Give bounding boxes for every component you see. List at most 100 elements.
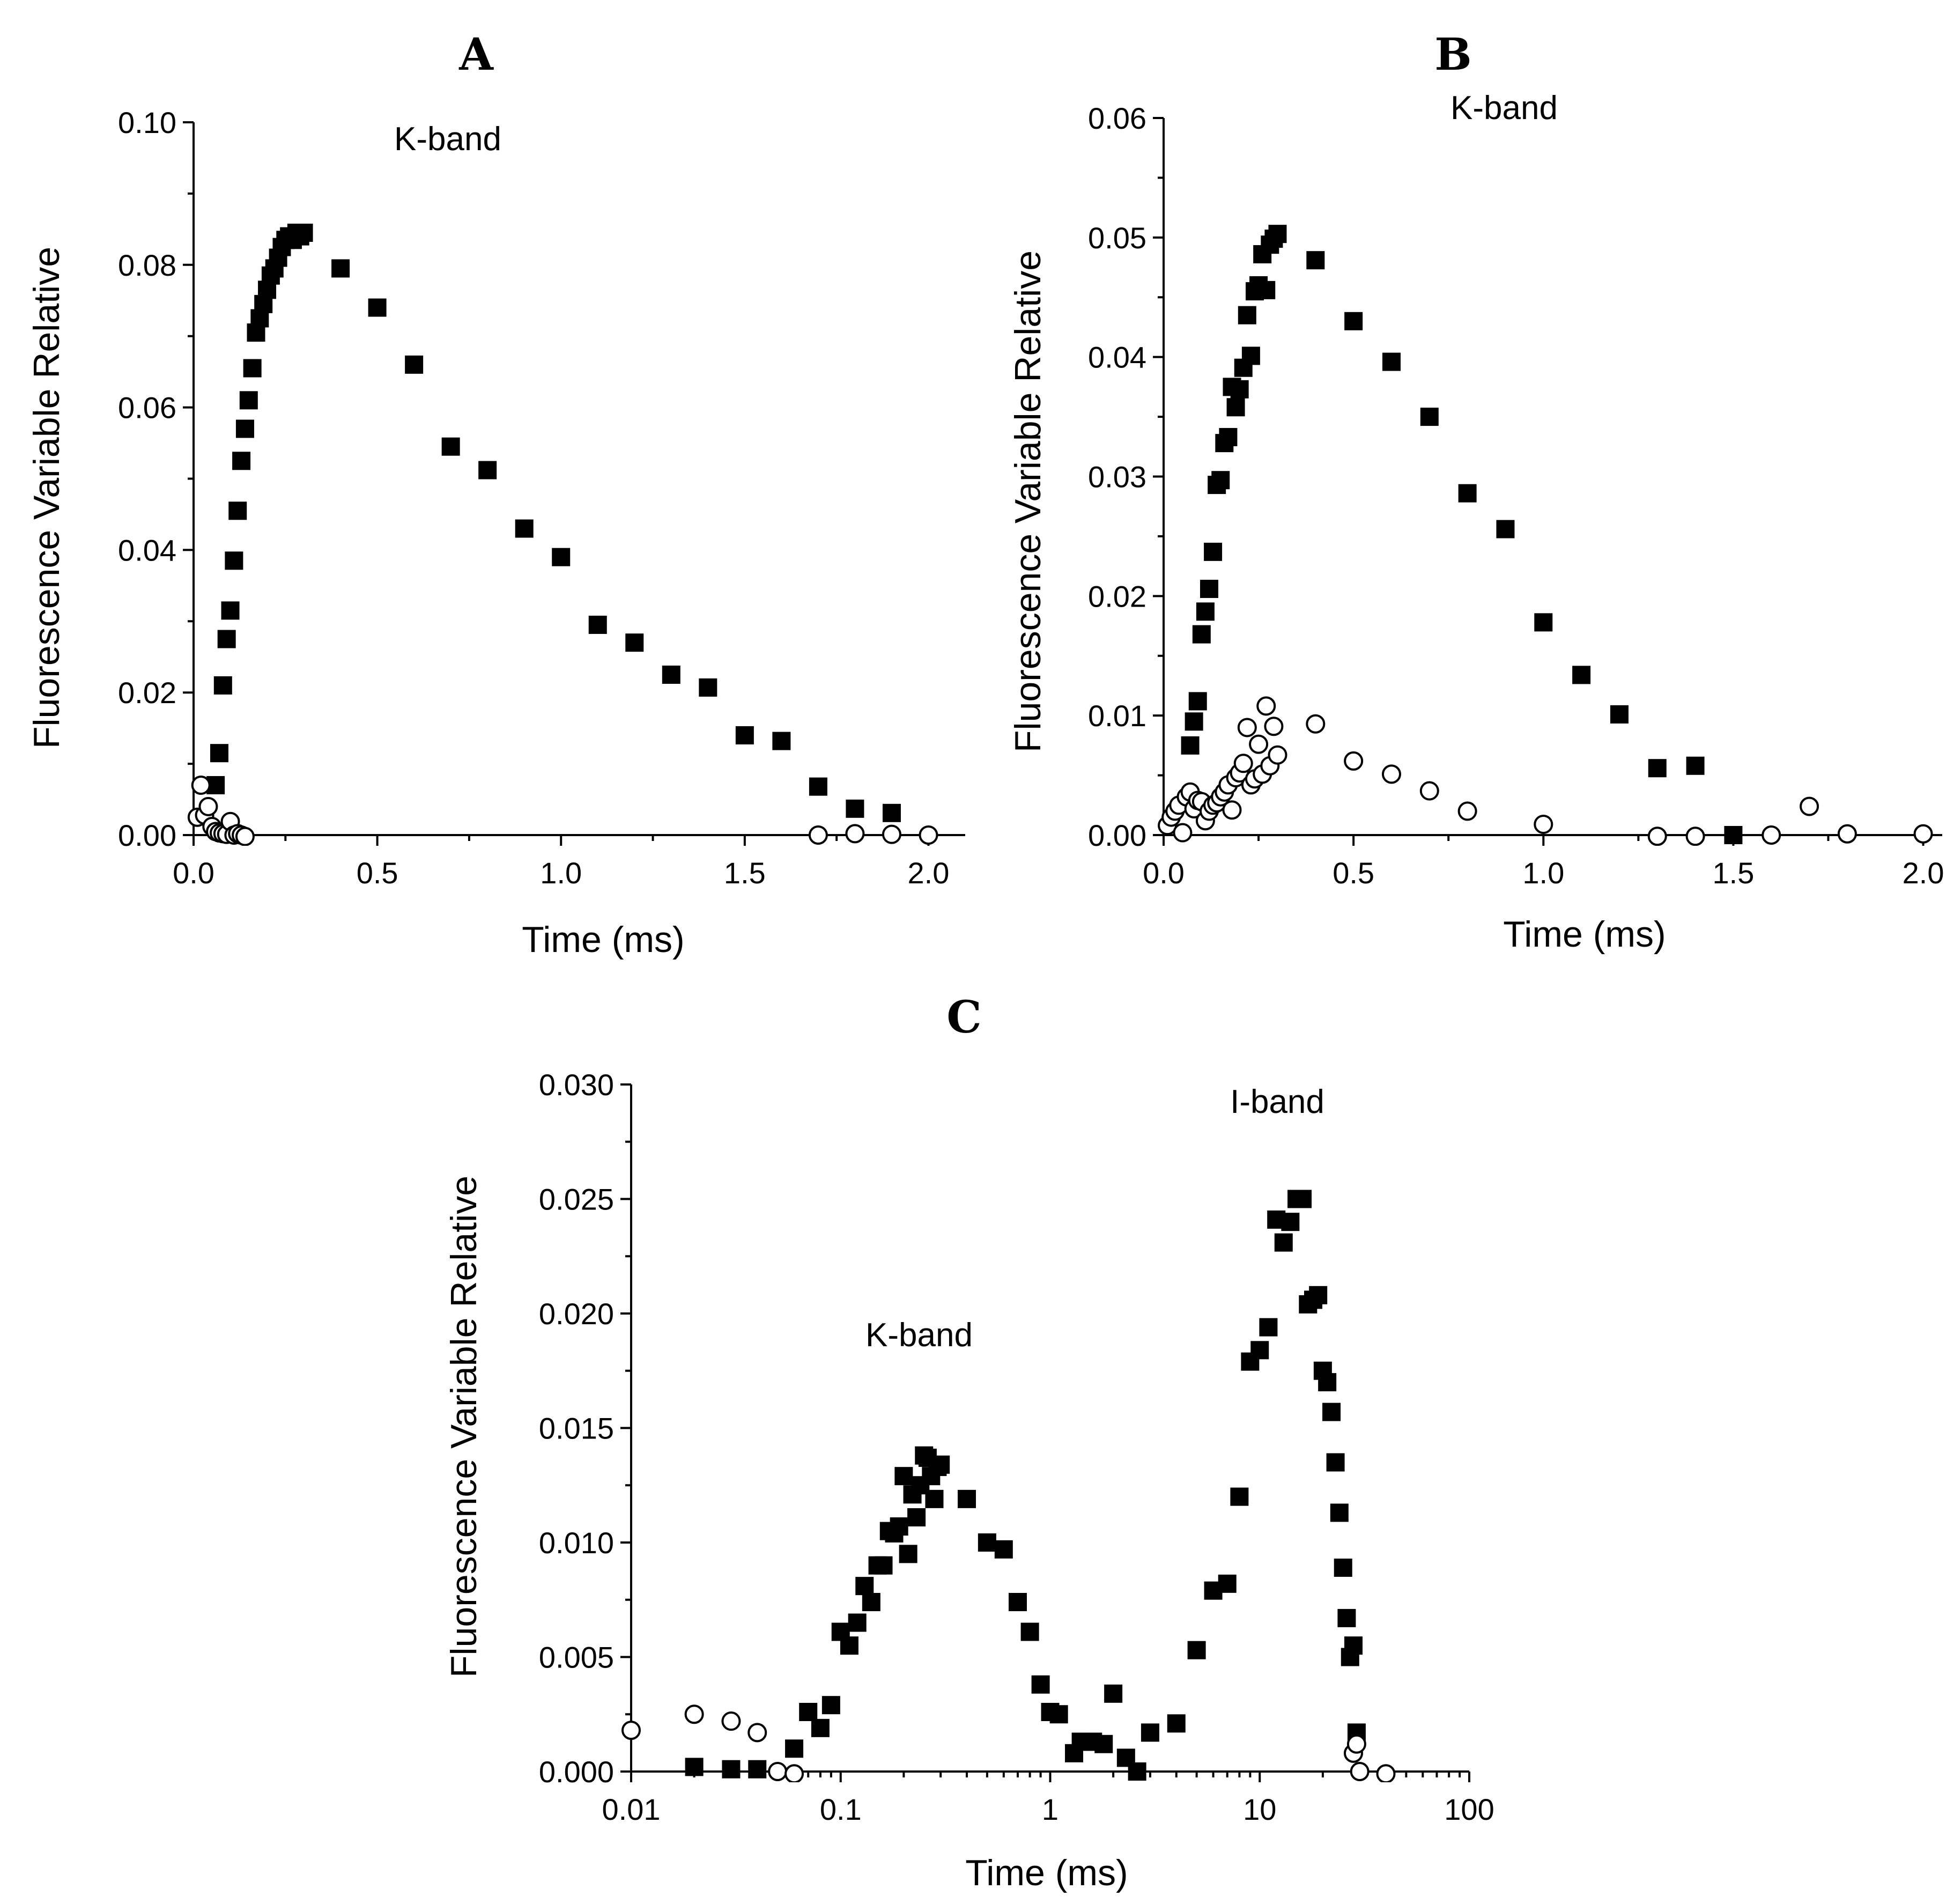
panel-c-y-tick-label: 0.015 [539, 1412, 614, 1445]
panel-a-data-point-circle [845, 824, 865, 844]
panel-c-data-point-square [1259, 1318, 1278, 1337]
panel-c-data-point-square [1167, 1714, 1186, 1733]
panel-c-data-point-square [1031, 1675, 1050, 1694]
panel-c-data-point-square [1008, 1593, 1027, 1612]
panel-c-data-point-circle [784, 1764, 804, 1782]
panel-b-data-point-circle [1800, 796, 1819, 816]
panel-b-data-point-circle [1173, 823, 1193, 843]
panel-c-data-point-square [958, 1489, 976, 1508]
panel-c-data-point-square [1318, 1373, 1337, 1392]
panel-a-data-point-circle [808, 825, 828, 845]
panel-c-data-point-square [685, 1758, 704, 1776]
panel-c-data-point-square [1330, 1503, 1349, 1522]
panel-a-data-point-square [235, 419, 254, 438]
panel-c-data-point-square [925, 1489, 944, 1508]
panel-c-data-point-circle [621, 1721, 641, 1740]
panel-a-data-point-square [478, 461, 497, 479]
panel-b-x-tick-label: 1.0 [1522, 856, 1564, 890]
panel-b-data-point-square [1344, 312, 1363, 330]
panel-b-data-point-square [1648, 759, 1667, 778]
panel-b-data-point-circle [1685, 826, 1705, 846]
panel-b-data-point-circle [1233, 754, 1253, 773]
panel-c-x-tick-label: 0.1 [820, 1792, 862, 1826]
panel-b-axes: 0.00 0.01 0.02 0.03 0.04 0.05 0.06 0.0 0.5 1.0 1.5… [1088, 101, 1944, 890]
panel-a-y-tick-label: 0.06 [118, 391, 176, 425]
panel-b: B K-band Time (ms) Fluorescence Variable… [1008, 29, 1944, 955]
panel-b-data-point-square [1610, 705, 1629, 724]
panel-c-data-point-square [1334, 1558, 1352, 1577]
panel-c-data-point-square [785, 1739, 804, 1758]
panel-a-data-point-circle [235, 826, 255, 846]
panel-c-data-point-square [862, 1593, 880, 1612]
panel-b-data-point-square [1420, 408, 1439, 426]
panel-b-y-tick-label: 0.06 [1088, 101, 1146, 135]
panel-c-x-tick-label: 100 [1444, 1792, 1494, 1826]
panel-b-data-point-square [1382, 352, 1401, 371]
panel-b-data-point-circle [1837, 824, 1857, 844]
panel-a-data-point-square [232, 452, 251, 470]
panel-a-data-point-circle [198, 796, 218, 816]
panel-b-data-point-square [1196, 602, 1215, 621]
panel-b-data-point-square [1188, 692, 1207, 711]
panel-b-data-point-square [1200, 579, 1218, 598]
panel-a: A K-band Time (ms) Fluorescence Variable… [26, 29, 965, 960]
panel-a-y-tick-label: 0.10 [118, 106, 176, 139]
panel-a-data-point-square [243, 359, 262, 378]
panel-a-y-axis-title: Fluorescence Variable Relative [26, 247, 67, 749]
panel-a-data-point-circle [191, 775, 211, 795]
panel-b-data-point-square [1257, 281, 1276, 299]
panel-a-data-point-square [239, 391, 258, 410]
panel-c-data-point-square [874, 1556, 893, 1575]
panel-b-data-point-square [1724, 826, 1743, 844]
panel-a-marks [187, 223, 938, 846]
panel-c-data-point-square [1309, 1286, 1328, 1304]
panel-a-y-tick-label: 0.00 [118, 818, 176, 852]
panel-a-data-point-square [625, 633, 644, 652]
panel-a-x-tick-label: 1.0 [540, 856, 582, 890]
panel-b-data-point-circle [1306, 714, 1326, 734]
panel-a-data-point-square [699, 678, 717, 697]
panel-c-data-point-square [1230, 1487, 1249, 1506]
panel-b-y-tick-label: 0.01 [1088, 699, 1146, 733]
panel-a-x-tick-label: 0.0 [173, 856, 214, 890]
panel-b-data-point-square [1458, 484, 1477, 503]
panel-b-data-point-square [1534, 613, 1553, 632]
panel-a-x-tick-label: 2.0 [908, 856, 950, 890]
panel-a-data-point-square [228, 501, 247, 520]
panel-a-axes: 0.00 0.02 0.04 0.06 0.08 0.10 0.0 0.5 1.0 1.5 2.0 [118, 106, 965, 890]
panel-a-data-point-circle [919, 825, 938, 845]
panel-a-y-tick-label: 0.02 [118, 676, 176, 710]
panel-c-data-point-square [811, 1718, 830, 1737]
panel-b-x-tick-label: 2.0 [1903, 856, 1944, 890]
panel-c-y-tick-label: 0.020 [539, 1297, 614, 1331]
panel-c-data-point-square [821, 1696, 840, 1715]
panel-b-data-point-square [1192, 625, 1211, 644]
panel-a-data-point-square [294, 223, 313, 242]
panel-b-data-point-circle [1344, 751, 1364, 771]
panel-c-data-point-circle [721, 1711, 741, 1731]
panel-b-x-tick-label: 1.5 [1713, 856, 1755, 890]
panel-c-y-tick-label: 0.030 [539, 1068, 614, 1102]
panel-c-y-tick-label: 0.010 [539, 1526, 614, 1560]
panel-b-data-point-square [1572, 666, 1591, 684]
panel-b-data-point-square [1230, 380, 1249, 398]
panel-b-data-point-circle [1647, 826, 1667, 846]
panel-a-data-point-square [217, 630, 236, 648]
panel-c-data-point-square [1293, 1190, 1312, 1208]
panel-a-y-tick-label: 0.04 [118, 533, 176, 567]
panel-b-data-point-circle [1913, 824, 1933, 844]
panel-c-data-point-square [1104, 1684, 1123, 1703]
panel-c-data-point-square [748, 1760, 767, 1778]
panel-b-data-point-circle [1237, 718, 1257, 737]
panel-c-x-tick-label: 0.01 [602, 1792, 661, 1826]
panel-b-data-point-circle [1457, 801, 1477, 821]
panel-b-data-point-circle [1761, 825, 1781, 845]
panel-a-data-point-square [225, 551, 243, 570]
panel-b-data-point-square [1219, 427, 1238, 446]
panel-b-data-point-square [1306, 251, 1325, 270]
panel-a-data-point-square [772, 732, 791, 750]
panel-a-x-axis-title: Time (ms) [522, 919, 684, 960]
panel-b-data-point-square [1204, 542, 1223, 561]
